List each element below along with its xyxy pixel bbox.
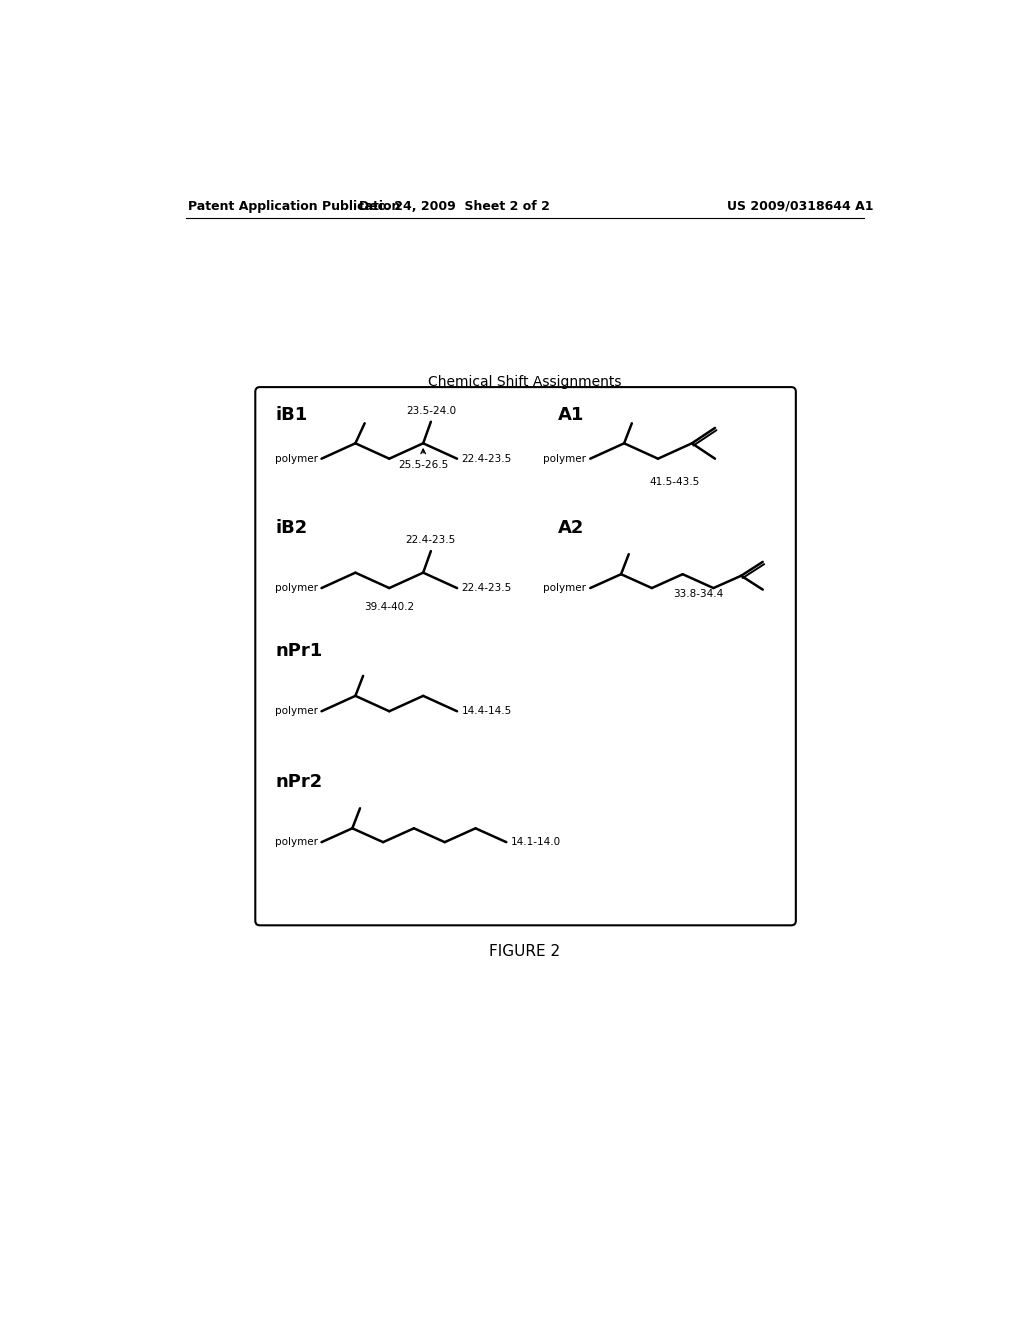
Text: polymer: polymer (274, 706, 317, 717)
Text: A1: A1 (558, 405, 585, 424)
Text: iB2: iB2 (275, 519, 307, 537)
Text: 25.5-26.5: 25.5-26.5 (398, 459, 449, 470)
FancyBboxPatch shape (255, 387, 796, 925)
Text: polymer: polymer (274, 454, 317, 463)
Text: 14.1-14.0: 14.1-14.0 (511, 837, 561, 847)
Text: polymer: polymer (544, 454, 587, 463)
Text: 22.4-23.5: 22.4-23.5 (462, 454, 512, 463)
Text: Dec. 24, 2009  Sheet 2 of 2: Dec. 24, 2009 Sheet 2 of 2 (358, 199, 550, 213)
Text: US 2009/0318644 A1: US 2009/0318644 A1 (727, 199, 873, 213)
Text: FIGURE 2: FIGURE 2 (489, 944, 560, 960)
Text: nPr1: nPr1 (275, 643, 323, 660)
Text: polymer: polymer (544, 583, 587, 593)
Text: 23.5-24.0: 23.5-24.0 (406, 407, 456, 416)
Text: polymer: polymer (274, 837, 317, 847)
Text: 22.4-23.5: 22.4-23.5 (406, 536, 456, 545)
Text: 41.5-43.5: 41.5-43.5 (650, 477, 700, 487)
Text: Patent Application Publication: Patent Application Publication (188, 199, 400, 213)
Text: iB1: iB1 (275, 405, 307, 424)
Text: 39.4-40.2: 39.4-40.2 (365, 602, 415, 611)
Text: Chemical Shift Assignments: Chemical Shift Assignments (428, 375, 622, 388)
Text: 33.8-34.4: 33.8-34.4 (673, 589, 723, 599)
Text: 14.4-14.5: 14.4-14.5 (462, 706, 512, 717)
Text: 22.4-23.5: 22.4-23.5 (462, 583, 512, 593)
Text: polymer: polymer (274, 583, 317, 593)
Text: nPr2: nPr2 (275, 774, 323, 791)
Text: A2: A2 (558, 519, 585, 537)
